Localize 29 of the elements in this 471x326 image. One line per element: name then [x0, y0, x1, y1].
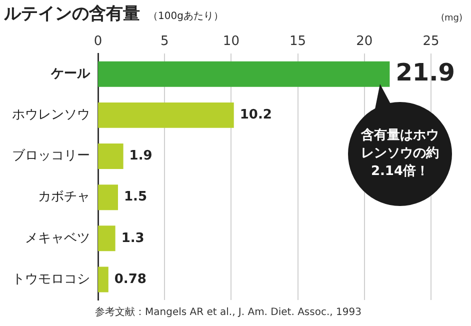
- x-tick-label: 10: [222, 34, 240, 50]
- y-tick-label: ホウレンソウ: [12, 108, 90, 123]
- chart-title: ルテインの含有量: [4, 4, 140, 24]
- x-tick-label: 15: [290, 34, 306, 50]
- y-tick-label: ブロッコリー: [12, 148, 90, 164]
- bar: [98, 102, 234, 128]
- x-tick-label: 20: [356, 34, 373, 50]
- bar: [98, 226, 116, 252]
- bar: [98, 144, 124, 169]
- x-tick-label: 5: [160, 34, 169, 50]
- data-label: 21.9: [396, 58, 455, 86]
- x-axis-title: (mg): [441, 13, 463, 24]
- y-tick-label: カボチャ: [38, 190, 90, 205]
- y-tick-label: ケール: [50, 66, 91, 82]
- data-label: 0.78: [114, 272, 146, 287]
- bar: [98, 184, 118, 210]
- y-tick-label: メキャベツ: [25, 230, 90, 246]
- bar: [98, 61, 390, 87]
- x-tick-label: 0: [94, 34, 102, 50]
- annotation: 含有量はホウレンソウの約2.14倍！: [360, 127, 440, 181]
- text: 参考文献：Mangels AR et al., J. Am. Diet. Assoc., 1993: [95, 306, 362, 319]
- data-label: 1.3: [121, 230, 144, 246]
- bar: [98, 266, 108, 292]
- y-tick-label: トウモロコシ: [12, 272, 90, 287]
- chart-subtitle: （100gあたり）: [148, 11, 224, 22]
- data-label: 10.2: [240, 108, 272, 123]
- data-label: 1.9: [129, 148, 152, 164]
- data-label: 1.5: [124, 190, 148, 205]
- x-tick-label: 25: [422, 34, 440, 50]
